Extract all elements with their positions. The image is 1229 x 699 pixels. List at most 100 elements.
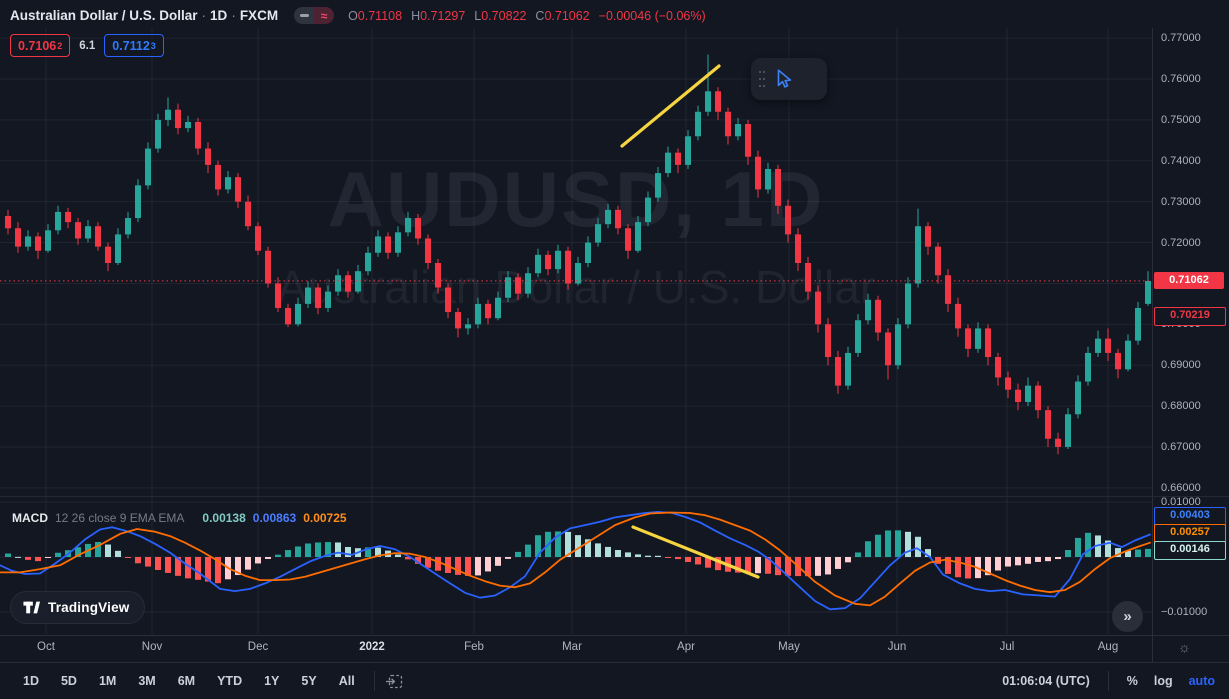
candle-body: [755, 156, 761, 190]
macd-histogram-bar: [1085, 532, 1091, 557]
floating-drawing-toolbar[interactable]: [751, 58, 827, 100]
candle-body: [1085, 352, 1091, 382]
macd-histogram-bar: [895, 530, 901, 557]
macd-histogram-bar: [885, 530, 891, 557]
change-value: −0.00046 (−0.06%): [598, 8, 706, 23]
candle-body: [425, 238, 431, 263]
market-status-toggle[interactable]: ≈: [294, 7, 335, 24]
candle-body: [1095, 338, 1101, 353]
candle-body: [935, 246, 941, 276]
drag-handle-icon[interactable]: [758, 69, 766, 90]
candle-body: [545, 254, 551, 270]
candle-body: [1005, 377, 1011, 390]
collapse-pane-button[interactable]: »: [1112, 601, 1143, 632]
range-button-6m[interactable]: 6M: [177, 674, 196, 688]
candle-body: [475, 303, 481, 325]
macd-histogram-bar: [985, 557, 991, 576]
macd-histogram-bar: [685, 557, 691, 563]
candle-body: [285, 307, 291, 325]
macd-histogram-bar: [595, 543, 601, 557]
candle-body: [265, 250, 271, 284]
go-to-date-button[interactable]: [385, 672, 404, 691]
open-value: O0.71108: [348, 8, 403, 23]
candle-body: [1125, 340, 1131, 370]
tradingview-logo[interactable]: TradingView: [10, 591, 146, 624]
buy-button[interactable]: 0.7112 3: [104, 34, 164, 57]
candle-body: [905, 283, 911, 325]
candle-body: [1035, 385, 1041, 411]
range-button-all[interactable]: All: [338, 674, 355, 688]
time-axis-label: 2022: [359, 641, 385, 653]
candle-body: [305, 287, 311, 304]
candle-body: [315, 287, 321, 308]
candle-body: [75, 222, 81, 239]
range-button-5y[interactable]: 5Y: [301, 674, 317, 688]
candle-body: [785, 205, 791, 235]
macd-legend: MACD 12 26 close 9 EMA EMA 0.00138 0.008…: [12, 511, 347, 525]
range-button-5d[interactable]: 5D: [60, 674, 77, 688]
sell-button[interactable]: 0.7106 2: [10, 34, 71, 57]
macd-histogram-bar: [825, 557, 831, 575]
approx-pill-icon: ≈: [314, 7, 335, 24]
bottom-toolbar: 1D 5D 1M 3M 6M YTD 1Y 5Y All 01:06:04 (UTC) % lo…: [0, 662, 1229, 699]
macd-histogram-bar: [845, 557, 851, 563]
log-scale-button[interactable]: log: [1153, 674, 1173, 688]
auto-scale-button[interactable]: auto: [1188, 674, 1215, 688]
macd-histogram-bar: [115, 550, 121, 557]
time-axis-settings-icon[interactable]: ☼: [1178, 639, 1191, 655]
range-button-1m[interactable]: 1M: [98, 674, 117, 688]
macd-histogram-bar: [675, 557, 681, 560]
macd-params: 12 26 close 9 EMA EMA: [55, 511, 185, 525]
macd-histogram-bar: [1115, 548, 1121, 557]
macd-trendline-drawing[interactable]: [631, 525, 760, 579]
symbol-name: Australian Dollar / U.S. Dollar: [10, 8, 198, 23]
macd-histogram-bar: [735, 557, 741, 573]
macd-histogram-bar: [5, 553, 11, 557]
candle-body: [135, 185, 141, 219]
range-button-1d[interactable]: 1D: [23, 674, 39, 688]
range-button-ytd[interactable]: YTD: [217, 674, 243, 688]
candle-body: [325, 291, 331, 308]
macd-histogram-bar: [175, 557, 181, 576]
macd-histogram-bar: [785, 557, 791, 576]
candle-body: [65, 211, 71, 223]
chart-canvas[interactable]: [0, 0, 1229, 662]
macd-histogram-bar: [665, 557, 671, 558]
macd-title: MACD: [12, 511, 48, 525]
clock-utc[interactable]: 01:06:04 (UTC): [1002, 674, 1090, 688]
macd-histogram-bar: [1035, 557, 1041, 562]
macd-histogram-bar: [765, 557, 771, 574]
macd-histogram-bar: [995, 557, 1001, 571]
interval-label: 1D: [210, 8, 228, 23]
candle-body: [245, 201, 251, 227]
candle-body: [365, 252, 371, 272]
percent-scale-button[interactable]: %: [1126, 674, 1138, 688]
separator-dot: ·: [201, 8, 207, 23]
time-axis-label: Apr: [677, 641, 695, 653]
high-value: H0.71297: [411, 8, 466, 23]
macd-histogram-bar: [245, 557, 251, 570]
cursor-tool-icon[interactable]: [773, 68, 795, 90]
macd-histogram-bar: [145, 557, 151, 567]
time-axis[interactable]: ☼ Oct Nov Dec 2022 Feb Mar Apr May Jun Jul Aug: [0, 635, 1229, 662]
macd-histogram-bar: [875, 534, 881, 557]
macd-histogram-bar: [1005, 557, 1011, 567]
candle-body: [25, 236, 31, 247]
candle-body: [895, 324, 901, 366]
candle-body: [335, 275, 341, 292]
candle-body: [225, 177, 231, 190]
candle-body: [355, 271, 361, 292]
candle-body: [775, 168, 781, 206]
macd-histogram-bar: [415, 557, 421, 564]
candle-body: [1055, 438, 1061, 447]
macd-histogram-bar: [395, 554, 401, 557]
candle-body: [255, 226, 261, 251]
candle-body: [275, 283, 281, 308]
range-button-3m[interactable]: 3M: [138, 674, 156, 688]
range-button-1y[interactable]: 1Y: [264, 674, 280, 688]
time-axis-label: Mar: [562, 641, 582, 653]
price-trendline-drawing[interactable]: [620, 64, 721, 148]
candle-body: [1065, 414, 1071, 447]
candle-body: [715, 91, 721, 112]
symbol-title[interactable]: Australian Dollar / U.S. Dollar · 1D · FXCM: [10, 8, 278, 23]
